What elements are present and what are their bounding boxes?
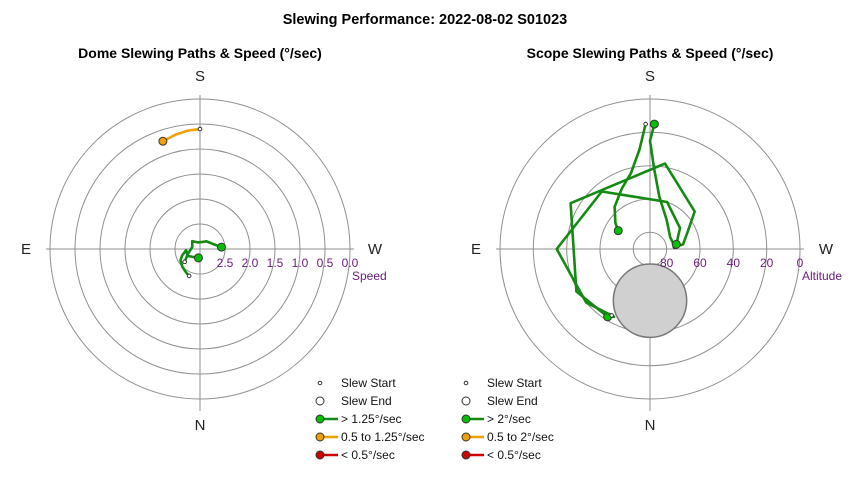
scope-compass-left: E [471,241,481,258]
scope-chart: Scope Slewing Paths & Speed (°/sec) S N … [461,45,842,462]
obstruction-zone [612,263,688,339]
legend-swatch-marker [461,450,471,460]
slew-end-marker [671,239,681,249]
slew-start-marker [182,259,187,265]
legend-swatch-marker [315,432,325,442]
dome-chart: Dome Slewing Paths & Speed (°/sec) S N E… [21,45,425,462]
dome-compass-top: S [195,68,205,85]
legend-label: > 2°/sec [487,412,531,426]
dome-compass-right: W [368,241,383,258]
slew-start-marker [643,121,648,127]
dome-compass-bottom: N [195,417,206,434]
dome-grid [46,95,354,411]
scope-compass-bottom: N [645,417,656,434]
legend-swatch-marker [461,432,471,442]
slew-path [648,122,677,249]
scope-compass-top: S [645,68,655,85]
scope-radial-axis-label: Altitude [802,269,842,283]
legend-swatch-marker [461,414,471,424]
dome-chart-title: Dome Slewing Paths & Speed (°/sec) [78,45,322,61]
legend-label: Slew Start [487,376,542,390]
dome-compass-left: E [21,241,31,258]
tick-label: 60 [693,256,707,270]
legend-swatch-start [463,380,469,386]
scope-paths [555,119,696,322]
legend-swatch-end [461,396,471,406]
scope-obstruction [612,263,688,339]
legend-label: < 0.5°/sec [341,448,395,462]
legend-label: > 1.25°/sec [341,412,402,426]
slew-start-marker [197,126,203,132]
legend-label: 0.5 to 2°/sec [487,430,554,444]
legend-swatch-marker [315,414,325,424]
legend-label: Slew End [341,394,392,408]
legend-label: 0.5 to 1.25°/sec [341,430,425,444]
tick-label: 40 [727,256,741,270]
dome-legend: Slew Start Slew End > 1.25°/sec 0.5 to 1.25… [315,376,425,462]
scope-chart-title: Scope Slewing Paths & Speed (°/sec) [527,45,774,61]
legend-swatch-start [317,380,323,386]
slew-path [183,239,223,264]
slew-end-marker [613,226,623,236]
slew-path [555,190,682,317]
slew-path [161,127,202,143]
tick-label: 2.0 [242,256,259,270]
tick-label: 1.5 [267,256,284,270]
scope-tick-labels: 80 60 40 20 0 [660,256,804,270]
legend-label: Slew End [487,394,538,408]
tick-label: 0.5 [317,256,334,270]
slew-end-marker [216,242,226,252]
dome-paths [158,126,226,279]
slew-end-marker [193,253,203,263]
dome-radial-axis-label: Speed [352,269,387,283]
tick-label: 0 [797,256,804,270]
slew-end-marker [158,136,168,146]
legend-label: < 0.5°/sec [487,448,541,462]
legend-swatch-marker [315,450,325,460]
tick-label: 1.0 [292,256,309,270]
figure-title: Slewing Performance: 2022-08-02 S01023 [283,12,568,28]
dome-tick-labels: 2.5 2.0 1.5 1.0 0.5 0.0 [217,256,359,270]
slew-path [613,122,647,232]
legend-swatch-end [315,396,325,406]
slew-start-marker [609,313,614,318]
scope-legend: Slew Start Slew End > 2°/sec 0.5 to 2°/sec <… [461,376,554,462]
scope-compass-right: W [819,241,834,258]
slew-start-marker [186,273,192,279]
legend-label: Slew Start [341,376,396,390]
tick-label: 0.0 [342,256,359,270]
tick-label: 80 [660,256,674,270]
tick-label: 20 [760,256,774,270]
tick-label: 2.5 [217,256,234,270]
slew-end-marker [649,119,659,129]
